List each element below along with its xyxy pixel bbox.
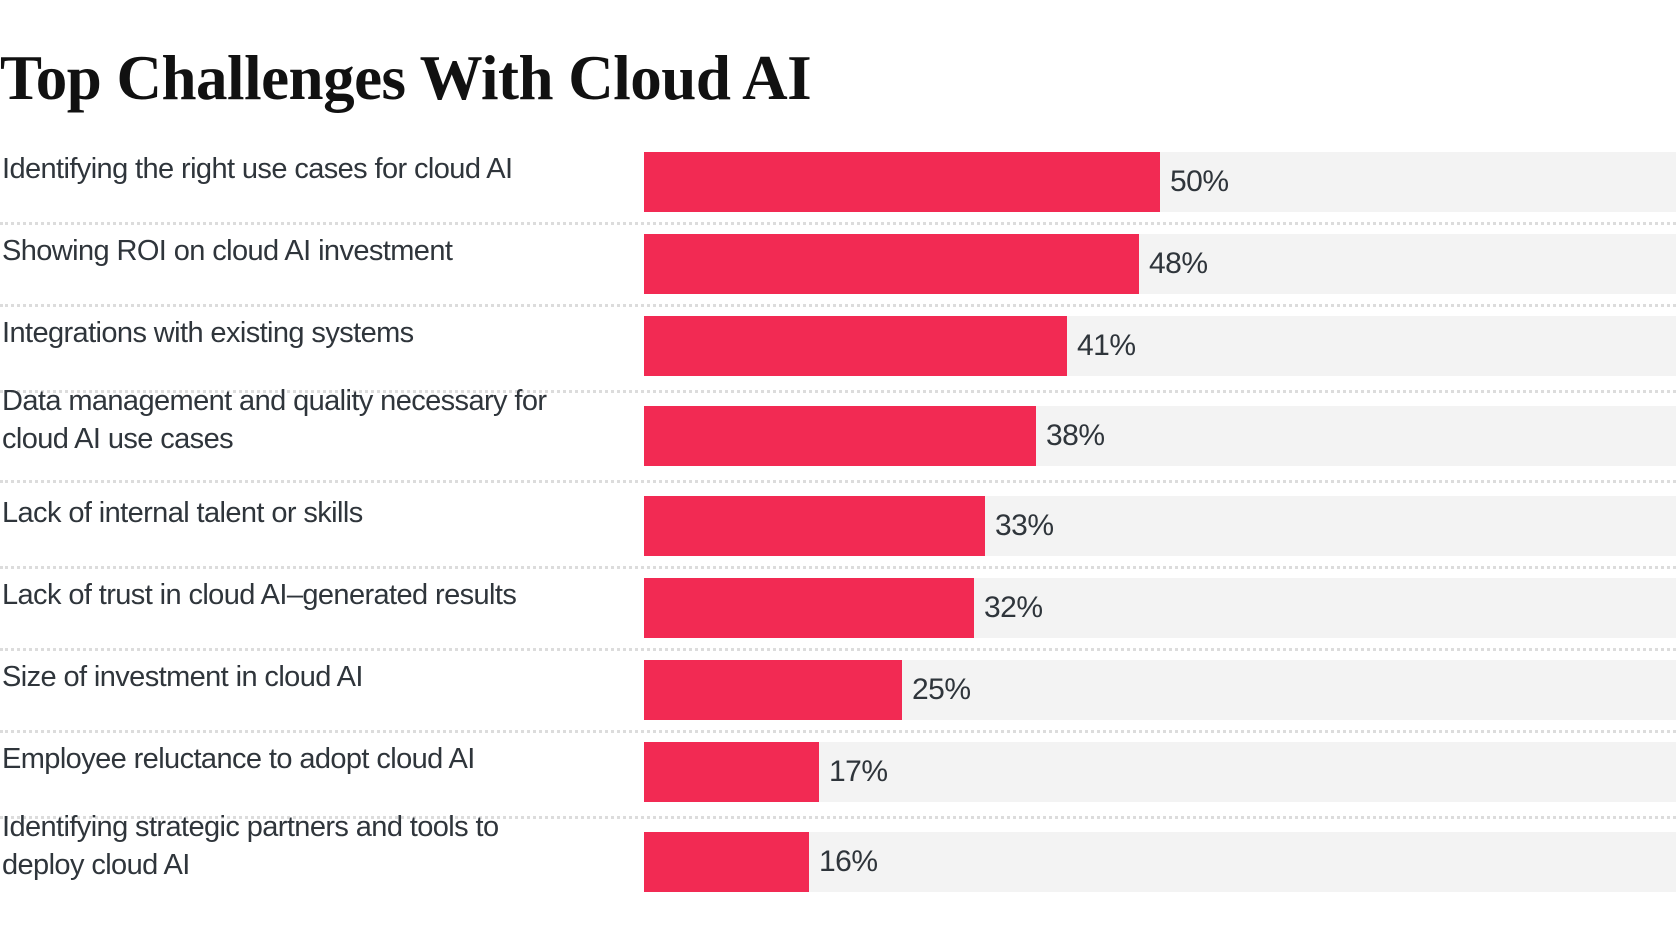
row-separator: [0, 648, 1676, 651]
bar: [644, 660, 902, 720]
row-separator: [0, 390, 1676, 393]
category-label: Identifying the right use cases for clou…: [2, 150, 632, 188]
category-label-line: Lack of internal talent or skills: [2, 497, 363, 529]
category-label: Showing ROI on cloud AI investment: [2, 232, 632, 270]
category-label-line: Identifying strategic partners and tools…: [2, 811, 499, 843]
bar: [644, 578, 974, 638]
data-label: 17%: [829, 755, 888, 788]
category-label-line: Data management and quality necessary fo…: [2, 385, 547, 417]
data-label: 33%: [995, 509, 1054, 542]
category-label: Lack of trust in cloud AI–generated resu…: [2, 576, 632, 614]
row-separator: [0, 730, 1676, 733]
chart-title: Top Challenges With Cloud AI: [0, 43, 812, 113]
data-label: 25%: [912, 673, 971, 706]
data-label: 50%: [1170, 165, 1229, 198]
category-label-line: Employee reluctance to adopt cloud AI: [2, 743, 475, 775]
category-label: Integrations with existing systems: [2, 314, 632, 352]
category-label-line: deploy cloud AI: [2, 849, 190, 881]
category-label: Size of investment in cloud AI: [2, 658, 632, 696]
bar: [644, 406, 1036, 466]
category-label: Lack of internal talent or skills: [2, 494, 632, 532]
bar: [644, 742, 819, 802]
category-label-line: Integrations with existing systems: [2, 317, 414, 349]
data-label: 16%: [819, 845, 878, 878]
row-separator: [0, 304, 1676, 307]
row-separator: [0, 566, 1676, 569]
row-separator: [0, 816, 1676, 819]
category-label: Identifying strategic partners and tools…: [2, 808, 632, 884]
bar: [644, 496, 985, 556]
category-label-line: Size of investment in cloud AI: [2, 661, 363, 693]
row-separator: [0, 480, 1676, 483]
category-label-line: Identifying the right use cases for clou…: [2, 153, 513, 185]
category-label: Data management and quality necessary fo…: [2, 382, 632, 458]
data-label: 48%: [1149, 247, 1208, 280]
row-separator: [0, 222, 1676, 225]
data-label: 32%: [984, 591, 1043, 624]
bar: [644, 316, 1067, 376]
data-label: 41%: [1077, 329, 1136, 362]
category-label-line: cloud AI use cases: [2, 423, 234, 455]
category-label: Employee reluctance to adopt cloud AI: [2, 740, 632, 778]
bar: [644, 152, 1160, 212]
data-label: 38%: [1046, 419, 1105, 452]
bar: [644, 832, 809, 892]
bar: [644, 234, 1139, 294]
bar-track: [644, 832, 1676, 892]
category-label-line: Showing ROI on cloud AI investment: [2, 235, 453, 267]
category-label-line: Lack of trust in cloud AI–generated resu…: [2, 579, 517, 611]
